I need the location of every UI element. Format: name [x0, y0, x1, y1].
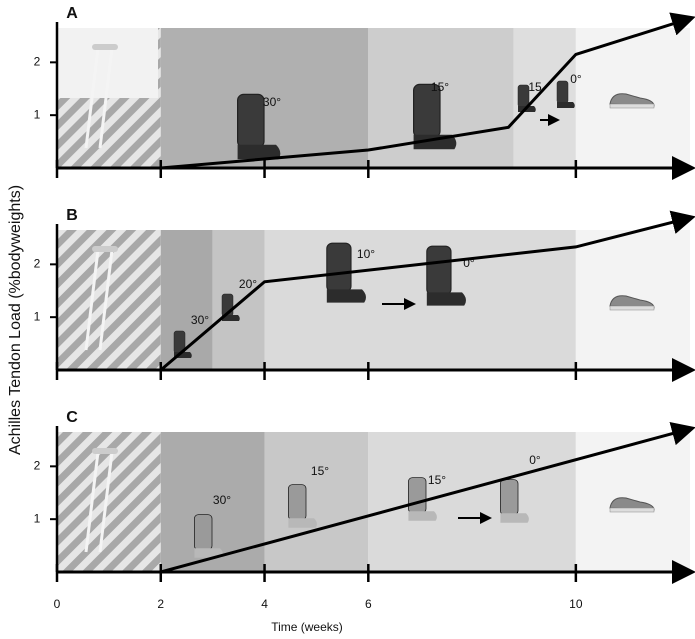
crutch-pad: [92, 246, 118, 252]
x-tick-label: 10: [569, 597, 583, 611]
crutch: [84, 47, 100, 149]
y-tick-label: 1: [34, 309, 41, 323]
boot-shaft: [236, 93, 265, 148]
boot-foot: [408, 511, 437, 521]
boot-shaft: [556, 80, 569, 104]
angle-annotation: 0°: [463, 256, 475, 270]
boot-foot: [222, 315, 240, 321]
crutch: [84, 249, 100, 351]
shoe-icon: [609, 93, 655, 107]
boot-foot: [288, 518, 317, 528]
angle-annotation: 0°: [570, 72, 582, 86]
phase-band: [160, 28, 369, 168]
boot-icon: [173, 330, 192, 358]
angle-annotation: 30°: [263, 95, 281, 109]
angle-annotation: 15°: [311, 464, 329, 478]
crutch-pad: [92, 448, 118, 454]
angle-annotation: 15°: [428, 473, 446, 487]
x-tick-label: 2: [157, 597, 164, 611]
crutch: [98, 249, 114, 351]
boot-foot: [500, 513, 529, 523]
y-tick-label: 2: [34, 257, 41, 271]
phase-band: [368, 432, 576, 572]
phase-band: [57, 432, 161, 572]
shoe-icon: [609, 497, 655, 511]
boot-foot: [194, 548, 223, 558]
y-tick-label: 2: [34, 55, 41, 69]
crutch: [98, 47, 114, 149]
angle-annotation: 10°: [357, 247, 375, 261]
angle-annotation: 15°: [431, 80, 449, 94]
boot-shaft: [287, 484, 307, 521]
x-tick-label: 6: [365, 597, 372, 611]
y-tick-label: 2: [34, 459, 41, 473]
boot-icon: [326, 242, 366, 303]
boot-shaft: [407, 477, 427, 514]
crutch: [84, 451, 100, 553]
boot-foot: [557, 102, 575, 108]
boot-shaft: [499, 479, 519, 516]
shoe-sole: [609, 103, 655, 109]
shoe-sole: [609, 305, 655, 311]
load-line: [57, 12, 695, 170]
x-tick-label: 0: [54, 597, 61, 611]
boot-icon: [499, 479, 529, 523]
angle-annotation: 30°: [191, 313, 209, 327]
boot-shaft: [193, 514, 213, 551]
boot-foot: [326, 289, 366, 303]
angle-annotation: 0°: [529, 453, 541, 467]
boot-icon: [193, 514, 223, 558]
phase-band: [264, 432, 369, 572]
panel-label: B: [66, 207, 78, 224]
x-axis-label: Time (weeks): [271, 620, 343, 634]
panel-label: A: [66, 5, 78, 22]
shoe-sole: [609, 507, 655, 513]
angle-annotation: 30°: [213, 493, 231, 507]
boot-foot: [237, 144, 281, 160]
y-tick-label: 1: [34, 107, 41, 121]
crutch: [98, 451, 114, 553]
angle-annotation: 20°: [239, 277, 257, 291]
boot-shaft: [426, 245, 452, 296]
load-line: [57, 421, 695, 574]
y-tick-label: 1: [34, 511, 41, 525]
phase-band: [212, 230, 265, 370]
phase-band: [57, 230, 161, 370]
angle-annotation: 15: [528, 80, 542, 94]
boot-icon: [236, 93, 281, 160]
shoe-icon: [609, 295, 655, 309]
x-tick-label: 4: [261, 597, 268, 611]
panel-label: C: [66, 409, 78, 426]
boot-icon: [426, 245, 466, 306]
boot-foot: [426, 292, 466, 306]
load-line: [57, 210, 695, 372]
crutch-pad: [92, 44, 118, 50]
boot-icon: [556, 80, 575, 108]
y-axis-label: Achilles Tendon Load (%bodyweights): [7, 185, 24, 455]
boot-icon: [287, 484, 317, 528]
boot-shaft: [326, 242, 352, 293]
